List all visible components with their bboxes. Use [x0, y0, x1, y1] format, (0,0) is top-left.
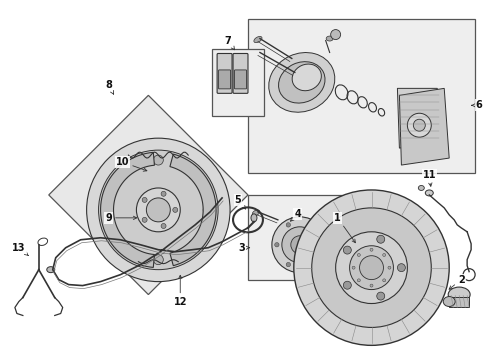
Ellipse shape	[250, 214, 256, 222]
Text: 7: 7	[224, 36, 234, 50]
Ellipse shape	[268, 53, 334, 112]
Circle shape	[153, 155, 163, 165]
Circle shape	[382, 253, 385, 256]
FancyBboxPatch shape	[234, 70, 246, 89]
Circle shape	[285, 262, 290, 267]
Polygon shape	[49, 95, 247, 294]
Circle shape	[188, 240, 198, 250]
Circle shape	[407, 113, 430, 137]
Circle shape	[397, 264, 405, 272]
Circle shape	[376, 292, 384, 300]
Ellipse shape	[252, 210, 259, 216]
Ellipse shape	[325, 36, 332, 41]
Bar	[212, 49, 264, 116]
Ellipse shape	[447, 287, 469, 302]
Ellipse shape	[278, 62, 325, 103]
Circle shape	[142, 217, 147, 222]
Circle shape	[311, 208, 430, 328]
Text: 6: 6	[471, 100, 482, 110]
Circle shape	[86, 138, 229, 282]
Circle shape	[136, 188, 180, 232]
Text: 10: 10	[116, 157, 146, 171]
Ellipse shape	[253, 36, 262, 42]
Circle shape	[359, 256, 383, 280]
Circle shape	[343, 281, 350, 289]
Text: 1: 1	[334, 213, 355, 243]
Circle shape	[357, 253, 360, 256]
Circle shape	[172, 207, 178, 212]
Text: 4: 4	[290, 209, 301, 221]
Circle shape	[382, 279, 385, 282]
Bar	[247, 195, 342, 280]
Circle shape	[308, 223, 313, 227]
Circle shape	[293, 190, 448, 345]
Polygon shape	[399, 88, 448, 165]
Text: 3: 3	[238, 243, 249, 253]
Ellipse shape	[442, 297, 454, 306]
Circle shape	[320, 243, 324, 247]
Circle shape	[412, 119, 425, 131]
FancyBboxPatch shape	[217, 54, 232, 93]
Text: 9: 9	[105, 213, 137, 223]
Ellipse shape	[253, 51, 262, 58]
Circle shape	[357, 279, 360, 282]
Circle shape	[308, 262, 313, 267]
Circle shape	[349, 246, 393, 289]
Ellipse shape	[425, 190, 432, 196]
Circle shape	[351, 266, 354, 269]
Circle shape	[274, 243, 279, 247]
Text: 5: 5	[234, 195, 245, 209]
Polygon shape	[101, 152, 154, 267]
Circle shape	[142, 197, 147, 202]
Ellipse shape	[417, 185, 424, 190]
Circle shape	[103, 205, 113, 215]
Circle shape	[343, 246, 350, 254]
Circle shape	[118, 240, 128, 250]
Circle shape	[369, 284, 372, 287]
Circle shape	[188, 170, 198, 180]
Text: 8: 8	[105, 80, 113, 94]
Text: 11: 11	[422, 170, 435, 186]
FancyBboxPatch shape	[233, 54, 247, 93]
Bar	[247, 19, 474, 173]
Circle shape	[281, 227, 317, 263]
Text: 2: 2	[448, 275, 464, 289]
Polygon shape	[170, 154, 216, 266]
Circle shape	[290, 236, 308, 254]
Text: 12: 12	[173, 275, 186, 306]
Polygon shape	[397, 88, 440, 148]
Circle shape	[146, 198, 170, 222]
Circle shape	[330, 30, 340, 40]
Circle shape	[118, 170, 128, 180]
Circle shape	[369, 248, 372, 251]
Circle shape	[161, 191, 166, 196]
Circle shape	[335, 232, 407, 303]
Bar	[448, 297, 468, 306]
FancyBboxPatch shape	[218, 70, 230, 89]
Circle shape	[285, 223, 290, 227]
Ellipse shape	[47, 267, 55, 273]
Circle shape	[387, 266, 390, 269]
Circle shape	[161, 224, 166, 229]
Circle shape	[153, 255, 163, 265]
Circle shape	[376, 235, 384, 243]
Circle shape	[99, 150, 218, 270]
Text: 13: 13	[12, 243, 28, 256]
Circle shape	[271, 217, 327, 273]
Ellipse shape	[291, 64, 321, 91]
Circle shape	[203, 205, 213, 215]
